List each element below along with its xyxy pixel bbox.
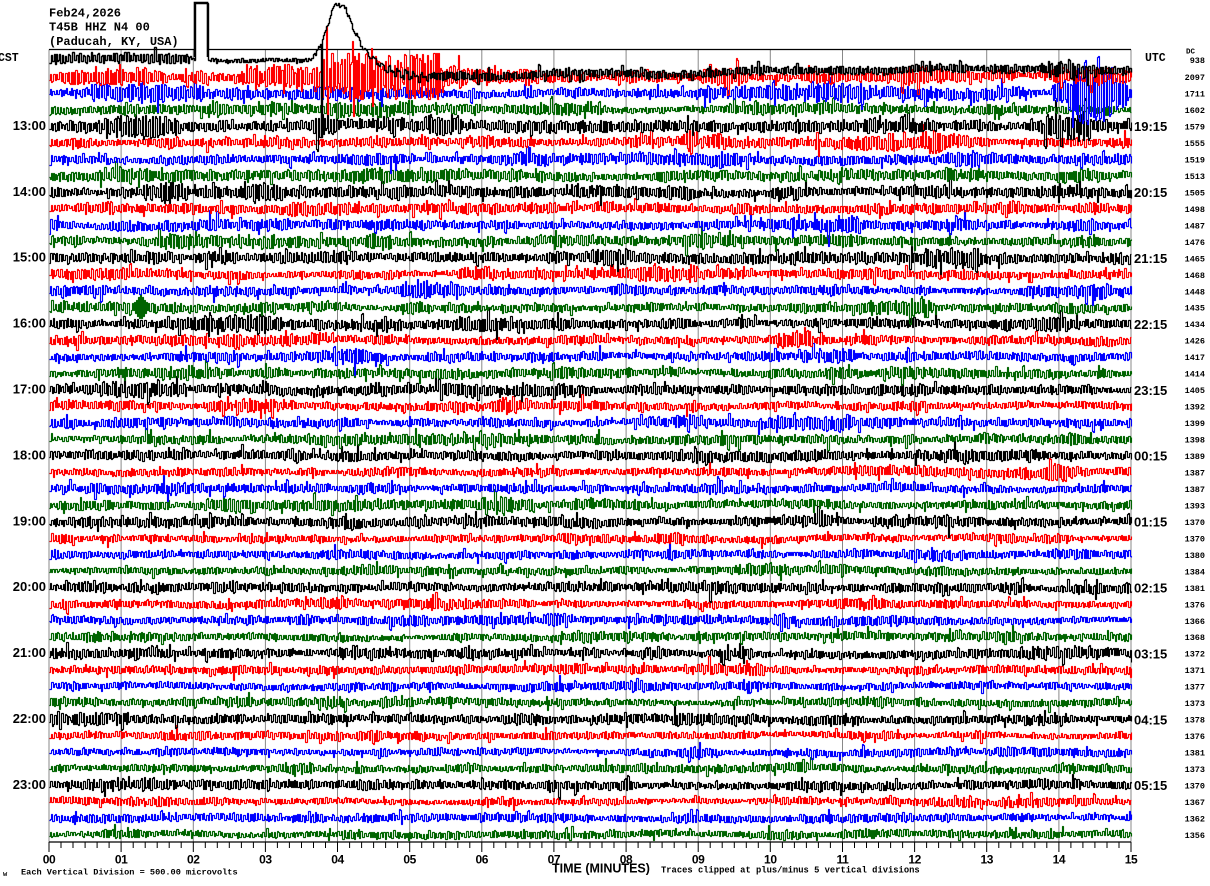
svg-text:1498: 1498 bbox=[1185, 205, 1205, 215]
svg-text:1476: 1476 bbox=[1185, 238, 1205, 248]
svg-text:17:00: 17:00 bbox=[13, 382, 46, 397]
svg-text:1384: 1384 bbox=[1185, 567, 1205, 577]
svg-text:01: 01 bbox=[115, 853, 128, 867]
svg-text:21:15: 21:15 bbox=[1134, 251, 1167, 266]
svg-text:18:00: 18:00 bbox=[13, 447, 46, 462]
svg-text:1468: 1468 bbox=[1185, 271, 1205, 281]
svg-text:03: 03 bbox=[259, 853, 272, 867]
svg-text:1370: 1370 bbox=[1185, 782, 1205, 792]
svg-text:1389: 1389 bbox=[1185, 452, 1205, 462]
svg-text:1380: 1380 bbox=[1185, 551, 1205, 561]
svg-text:19:00: 19:00 bbox=[13, 513, 46, 528]
svg-text:01:15: 01:15 bbox=[1134, 515, 1167, 530]
svg-text:11: 11 bbox=[837, 853, 850, 867]
svg-text:1513: 1513 bbox=[1185, 172, 1205, 182]
svg-text:14:00: 14:00 bbox=[13, 184, 46, 199]
svg-text:1602: 1602 bbox=[1185, 106, 1205, 116]
svg-text:1381: 1381 bbox=[1185, 584, 1205, 594]
svg-text:13:00: 13:00 bbox=[13, 118, 46, 133]
svg-text:1381: 1381 bbox=[1185, 749, 1205, 759]
svg-text:20:15: 20:15 bbox=[1134, 185, 1167, 200]
svg-text:1711: 1711 bbox=[1185, 90, 1205, 100]
svg-text:1372: 1372 bbox=[1185, 650, 1205, 660]
svg-text:14: 14 bbox=[1053, 853, 1066, 867]
svg-text:w: w bbox=[3, 871, 8, 879]
svg-text:1366: 1366 bbox=[1185, 617, 1205, 627]
svg-text:Feb24,2026: Feb24,2026 bbox=[49, 7, 121, 21]
svg-text:1387: 1387 bbox=[1185, 468, 1205, 478]
svg-text:TIME (MINUTES): TIME (MINUTES) bbox=[552, 862, 650, 876]
svg-text:1579: 1579 bbox=[1185, 123, 1205, 133]
svg-text:1519: 1519 bbox=[1185, 155, 1205, 165]
svg-text:03:15: 03:15 bbox=[1134, 646, 1167, 661]
svg-text:05:15: 05:15 bbox=[1134, 778, 1167, 793]
svg-text:00:15: 00:15 bbox=[1134, 449, 1167, 464]
svg-text:Each Vertical Division = 500.: Each Vertical Division = 500.00 microvol… bbox=[21, 868, 238, 878]
svg-text:1448: 1448 bbox=[1185, 287, 1205, 297]
svg-text:1362: 1362 bbox=[1185, 814, 1205, 824]
svg-text:(Paducah, KY, USA): (Paducah, KY, USA) bbox=[49, 35, 179, 49]
svg-text:1371: 1371 bbox=[1185, 666, 1205, 676]
svg-text:07: 07 bbox=[548, 853, 561, 867]
svg-text:1393: 1393 bbox=[1185, 501, 1205, 511]
svg-text:12: 12 bbox=[908, 853, 921, 867]
svg-text:1417: 1417 bbox=[1185, 353, 1205, 363]
svg-text:15: 15 bbox=[1125, 853, 1138, 867]
svg-text:938: 938 bbox=[1190, 56, 1205, 66]
svg-text:20:00: 20:00 bbox=[13, 579, 46, 594]
svg-text:09: 09 bbox=[692, 853, 705, 867]
svg-text:13: 13 bbox=[980, 853, 993, 867]
svg-text:10: 10 bbox=[764, 853, 777, 867]
svg-text:21:00: 21:00 bbox=[13, 645, 46, 660]
svg-text:Traces clipped at plus/minus 5: Traces clipped at plus/minus 5 vertical … bbox=[661, 866, 920, 876]
svg-text:1373: 1373 bbox=[1185, 699, 1205, 709]
svg-text:1373: 1373 bbox=[1185, 765, 1205, 775]
svg-text:1368: 1368 bbox=[1185, 633, 1205, 643]
svg-text:22:00: 22:00 bbox=[13, 711, 46, 726]
svg-text:1377: 1377 bbox=[1185, 683, 1205, 693]
svg-text:CST: CST bbox=[0, 52, 19, 65]
svg-text:1505: 1505 bbox=[1185, 188, 1205, 198]
svg-text:1370: 1370 bbox=[1185, 534, 1205, 544]
svg-text:15:00: 15:00 bbox=[13, 250, 46, 265]
svg-text:1435: 1435 bbox=[1185, 304, 1205, 314]
svg-text:16:00: 16:00 bbox=[13, 316, 46, 331]
svg-text:1426: 1426 bbox=[1185, 337, 1205, 347]
svg-text:DC: DC bbox=[1186, 49, 1196, 57]
svg-text:1367: 1367 bbox=[1185, 798, 1205, 808]
svg-text:1387: 1387 bbox=[1185, 485, 1205, 495]
svg-text:2097: 2097 bbox=[1185, 73, 1205, 83]
svg-text:22:15: 22:15 bbox=[1134, 317, 1167, 332]
svg-text:23:15: 23:15 bbox=[1134, 383, 1167, 398]
svg-text:19:15: 19:15 bbox=[1134, 119, 1167, 134]
svg-text:1392: 1392 bbox=[1185, 403, 1205, 413]
svg-text:08: 08 bbox=[620, 853, 633, 867]
svg-text:02:15: 02:15 bbox=[1134, 581, 1167, 596]
svg-text:1398: 1398 bbox=[1185, 436, 1205, 446]
svg-text:04: 04 bbox=[331, 853, 344, 867]
svg-text:05: 05 bbox=[403, 853, 416, 867]
svg-text:06: 06 bbox=[476, 853, 489, 867]
svg-text:1434: 1434 bbox=[1185, 320, 1205, 330]
svg-text:23:00: 23:00 bbox=[13, 777, 46, 792]
svg-text:UTC: UTC bbox=[1145, 52, 1166, 65]
svg-text:1378: 1378 bbox=[1185, 716, 1205, 726]
svg-text:04:15: 04:15 bbox=[1134, 712, 1167, 727]
svg-text:1405: 1405 bbox=[1185, 386, 1205, 396]
svg-text:1399: 1399 bbox=[1185, 419, 1205, 429]
svg-text:1465: 1465 bbox=[1185, 254, 1205, 264]
svg-text:02: 02 bbox=[187, 853, 200, 867]
svg-text:1356: 1356 bbox=[1185, 831, 1205, 841]
svg-text:1414: 1414 bbox=[1185, 370, 1205, 380]
svg-text:1487: 1487 bbox=[1185, 221, 1205, 231]
svg-text:1370: 1370 bbox=[1185, 518, 1205, 528]
svg-text:1555: 1555 bbox=[1185, 139, 1205, 149]
svg-text:T45B HHZ N4 00: T45B HHZ N4 00 bbox=[49, 21, 150, 35]
svg-text:1376: 1376 bbox=[1185, 732, 1205, 742]
svg-text:00: 00 bbox=[43, 853, 56, 867]
svg-text:1376: 1376 bbox=[1185, 600, 1205, 610]
